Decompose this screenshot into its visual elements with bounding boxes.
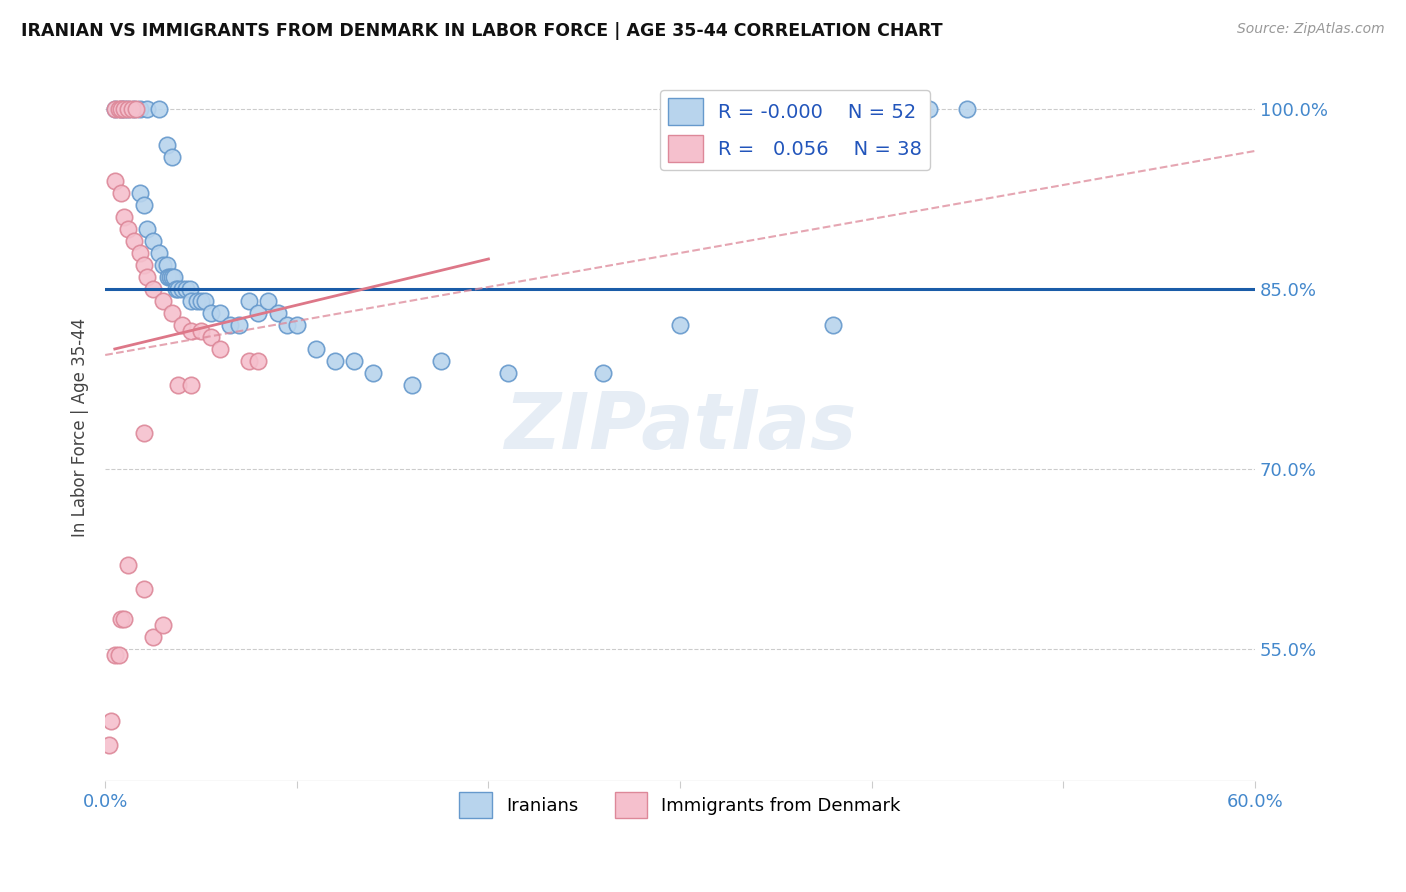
Point <box>162 306 184 320</box>
Point <box>152 293 174 308</box>
Point <box>429 354 451 368</box>
Point <box>155 258 177 272</box>
Point <box>200 330 222 344</box>
Point <box>276 318 298 332</box>
Point <box>180 378 202 392</box>
Point <box>190 324 212 338</box>
Point <box>247 306 270 320</box>
Point <box>323 354 346 368</box>
Point <box>170 282 193 296</box>
Point <box>128 186 150 200</box>
Point <box>117 558 139 572</box>
Point <box>142 282 165 296</box>
Point <box>117 102 139 116</box>
Point <box>918 102 941 116</box>
Point <box>162 270 184 285</box>
Point <box>136 222 159 236</box>
Legend: Iranians, Immigrants from Denmark: Iranians, Immigrants from Denmark <box>451 785 908 825</box>
Point <box>104 102 127 116</box>
Point <box>163 270 186 285</box>
Point <box>112 102 135 116</box>
Point <box>180 324 202 338</box>
Point <box>107 648 129 662</box>
Point <box>148 246 170 260</box>
Point <box>121 102 143 116</box>
Point <box>110 102 132 116</box>
Point <box>142 630 165 644</box>
Point <box>496 366 519 380</box>
Point <box>155 138 177 153</box>
Point <box>136 102 159 116</box>
Point <box>238 293 260 308</box>
Point <box>162 150 184 164</box>
Point <box>956 102 979 116</box>
Point <box>152 258 174 272</box>
Point <box>401 378 423 392</box>
Point <box>104 648 127 662</box>
Text: ZIPatlas: ZIPatlas <box>503 389 856 465</box>
Point <box>285 318 308 332</box>
Point <box>305 342 328 356</box>
Point <box>174 282 197 296</box>
Point <box>104 102 127 116</box>
Point <box>100 714 122 728</box>
Point <box>167 282 190 296</box>
Point <box>343 354 366 368</box>
Point <box>112 210 135 224</box>
Point <box>122 102 145 116</box>
Point <box>98 738 121 752</box>
Point <box>128 246 150 260</box>
Point <box>209 306 232 320</box>
Point <box>136 270 159 285</box>
Point <box>218 318 240 332</box>
Point <box>190 293 212 308</box>
Y-axis label: In Labor Force | Age 35-44: In Labor Force | Age 35-44 <box>72 318 89 537</box>
Point <box>257 293 280 308</box>
Point <box>823 318 845 332</box>
Point <box>152 618 174 632</box>
Point <box>669 318 692 332</box>
Point <box>200 306 222 320</box>
Point <box>110 186 132 200</box>
Point <box>110 612 132 626</box>
Point <box>266 306 288 320</box>
Point <box>180 293 202 308</box>
Point <box>148 102 170 116</box>
Point <box>112 612 135 626</box>
Point <box>186 293 208 308</box>
Text: Source: ZipAtlas.com: Source: ZipAtlas.com <box>1237 22 1385 37</box>
Point <box>132 258 155 272</box>
Point <box>132 198 155 212</box>
Point <box>179 282 201 296</box>
Point <box>238 354 260 368</box>
Point <box>194 293 217 308</box>
Point <box>110 102 132 116</box>
Text: IRANIAN VS IMMIGRANTS FROM DENMARK IN LABOR FORCE | AGE 35-44 CORRELATION CHART: IRANIAN VS IMMIGRANTS FROM DENMARK IN LA… <box>21 22 942 40</box>
Point <box>167 378 190 392</box>
Point <box>363 366 385 380</box>
Point <box>142 234 165 248</box>
Point <box>107 102 129 116</box>
Point <box>122 234 145 248</box>
Point <box>157 270 180 285</box>
Point <box>165 282 187 296</box>
Point <box>132 425 155 440</box>
Point <box>228 318 250 332</box>
Point <box>159 270 181 285</box>
Point <box>117 102 139 116</box>
Point <box>117 222 139 236</box>
Point <box>112 102 135 116</box>
Point <box>170 318 193 332</box>
Point <box>125 102 148 116</box>
Point <box>104 174 127 188</box>
Point <box>247 354 270 368</box>
Point <box>128 102 150 116</box>
Point <box>209 342 232 356</box>
Point <box>592 366 614 380</box>
Point <box>132 582 155 596</box>
